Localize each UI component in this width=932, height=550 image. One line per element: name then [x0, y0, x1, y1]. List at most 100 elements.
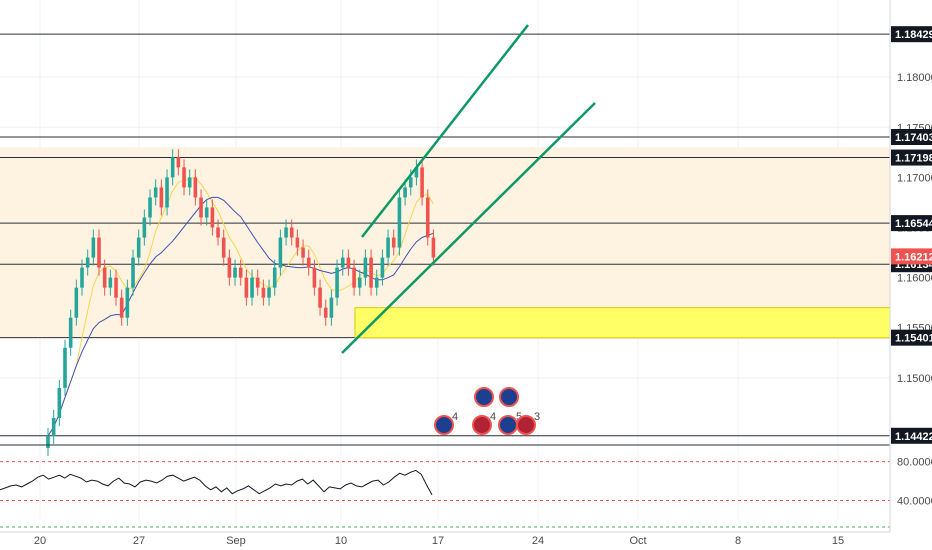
channel-lower-line	[341, 102, 596, 354]
rsi-panel	[0, 444, 890, 528]
eu-flag-icon	[499, 387, 519, 407]
level-badge	[891, 427, 932, 444]
candle-body	[91, 237, 96, 258]
level-badge	[891, 149, 932, 166]
ma-slow-line	[47, 196, 434, 437]
candle-body	[136, 237, 141, 258]
price-range-zone	[0, 147, 890, 338]
event-count: 5	[516, 411, 522, 423]
event-flag-icon	[498, 415, 518, 435]
candle-body	[85, 257, 90, 268]
level-badge	[891, 129, 932, 146]
candle-body	[357, 277, 362, 288]
candle-body	[97, 237, 101, 268]
event-count: 3	[534, 411, 540, 423]
time-tick-label: 15	[832, 535, 844, 547]
candle-body	[131, 257, 135, 288]
candle-body	[255, 277, 260, 288]
candle-body	[221, 237, 226, 258]
candle-body	[238, 267, 243, 278]
candle-body	[374, 277, 379, 288]
price-tick-label: 1.16000	[897, 273, 932, 285]
candle-body	[306, 257, 311, 268]
time-tick-label: 17	[432, 535, 444, 547]
candle-body	[420, 167, 424, 198]
event-count: 4	[452, 411, 458, 423]
candle-body	[380, 257, 385, 278]
rsi-line	[0, 469, 433, 495]
time-tick-label: Sep	[226, 535, 246, 547]
candle-body	[414, 167, 419, 178]
level-badge	[891, 329, 932, 346]
candle-body	[295, 237, 300, 248]
candle-body	[182, 167, 186, 188]
current-price-badge	[891, 248, 932, 265]
candle-body	[340, 257, 345, 268]
candle-body	[74, 287, 79, 318]
moving-averages	[47, 176, 434, 437]
candle-body	[233, 267, 237, 278]
candle-body	[425, 197, 430, 238]
candle-body	[210, 207, 215, 228]
candle-body	[142, 217, 147, 238]
candle-body	[187, 177, 192, 188]
candle-body	[391, 237, 396, 248]
candle-body	[119, 297, 124, 318]
candle-body	[301, 247, 305, 258]
time-tick-label: 10	[335, 535, 347, 547]
candle-body	[57, 387, 62, 418]
candle-body	[369, 257, 373, 288]
current-price-label: 1.16212	[895, 251, 932, 263]
event-flag-icon	[472, 415, 492, 435]
level-badge-label: 1.17198	[895, 153, 932, 165]
candle-body	[403, 187, 407, 198]
candle-body	[114, 277, 118, 298]
candle-body	[170, 157, 175, 178]
candle-body	[284, 227, 288, 238]
candle-body	[51, 417, 56, 436]
event-flag-icon	[516, 415, 536, 435]
time-tick-label: 8	[735, 535, 741, 547]
time-tick-label: 24	[532, 535, 544, 547]
candle-body	[244, 277, 249, 298]
candle-body	[125, 287, 130, 318]
candle-body	[323, 307, 328, 318]
level-badge	[891, 26, 932, 43]
candle-body	[272, 267, 277, 288]
level-badge	[891, 215, 932, 232]
price-tick-label: 1.18000	[897, 72, 932, 84]
level-badge-label: 1.17403	[895, 132, 932, 144]
candle-body	[386, 237, 390, 258]
event-count: 4	[490, 411, 496, 423]
candlestick-series	[46, 149, 436, 457]
time-tick-label: 20	[34, 535, 46, 547]
candle-body	[329, 297, 334, 318]
trend-channel[interactable]	[341, 24, 596, 354]
candle-body	[397, 197, 402, 248]
candle-body	[46, 435, 50, 449]
eu-flag-icon	[474, 387, 494, 407]
candle-body	[159, 187, 164, 208]
candle-body	[108, 277, 113, 288]
candle-body	[176, 157, 181, 168]
candle-body	[165, 177, 169, 208]
ma-fast-line	[47, 176, 434, 437]
channel-upper-line	[361, 24, 529, 238]
candle-body	[363, 257, 368, 278]
candle-body	[318, 287, 322, 308]
candle-body	[346, 257, 351, 268]
rsi-tick-label: 40.0000	[897, 496, 932, 508]
candle-body	[352, 267, 356, 288]
demand-zone	[354, 307, 891, 339]
candle-body	[153, 187, 158, 198]
candle-body	[63, 347, 67, 388]
candle-body	[335, 267, 339, 298]
candle-body	[227, 257, 232, 278]
candle-body	[267, 287, 271, 298]
level-badge-label: 1.16544	[895, 218, 932, 230]
candle-body	[312, 267, 317, 288]
rsi-tick-label: 80.0000	[897, 457, 932, 469]
